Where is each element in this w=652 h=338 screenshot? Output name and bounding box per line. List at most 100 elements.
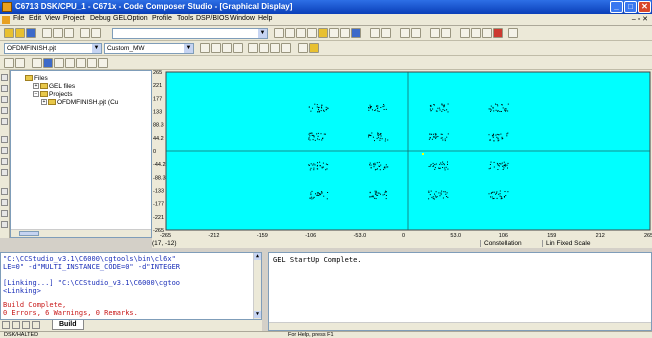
remove-breakpoints-icon[interactable]	[259, 43, 269, 53]
build-vscrollbar[interactable]: ▲ ▼	[253, 253, 261, 319]
run-side-icon[interactable]	[1, 136, 8, 143]
probe-point-icon[interactable]	[270, 43, 280, 53]
menu-project[interactable]: Project	[63, 15, 85, 22]
view-mixed-icon[interactable]	[98, 58, 108, 68]
step-over-side-icon[interactable]	[1, 85, 8, 92]
menu-dspbios[interactable]: DSP/BIOS	[196, 15, 230, 22]
tab-prev-icon[interactable]	[12, 321, 20, 329]
outdent-icon[interactable]	[381, 28, 391, 38]
watch-icon[interactable]	[508, 28, 518, 38]
graph-side-icon[interactable]	[1, 210, 8, 217]
menu-debug[interactable]: Debug	[90, 15, 111, 22]
find-prev-icon[interactable]	[296, 28, 306, 38]
menu-option[interactable]: Option	[127, 15, 148, 22]
register-side-icon[interactable]	[1, 199, 8, 206]
undo-icon[interactable]	[80, 28, 90, 38]
animate-icon[interactable]	[1, 158, 8, 165]
halt-icon[interactable]	[493, 28, 503, 38]
tree-project-file[interactable]: + OFDMFINISH.pjt (Cu	[41, 99, 119, 106]
view-graph-icon[interactable]	[43, 58, 53, 68]
view-stack-icon[interactable]	[76, 58, 86, 68]
find-next-icon[interactable]	[285, 28, 295, 38]
find-in-files-icon[interactable]	[307, 28, 317, 38]
step-icon[interactable]	[460, 28, 470, 38]
stop-build-icon[interactable]	[233, 43, 243, 53]
new-file-icon[interactable]	[4, 28, 14, 38]
incremental-build-icon[interactable]	[211, 43, 221, 53]
document-icon[interactable]	[2, 16, 10, 24]
constellation-plot[interactable]: 265 221 177 133 88.3 44.2 0 -44.2 -88.3 -133 -177 -…	[152, 70, 652, 240]
minimize-button[interactable]: _	[610, 1, 623, 13]
source-mode-icon[interactable]	[441, 28, 451, 38]
tree-root[interactable]: Files	[25, 75, 48, 82]
tab-last-icon[interactable]	[32, 321, 40, 329]
tab-build[interactable]: Build	[52, 320, 84, 330]
profile-clock-icon[interactable]	[309, 43, 319, 53]
prev-bookmark-icon[interactable]	[340, 28, 350, 38]
toggle-breakpoint-icon[interactable]	[248, 43, 258, 53]
comment-icon[interactable]	[400, 28, 410, 38]
reset-icon[interactable]	[1, 169, 8, 176]
find-icon[interactable]	[274, 28, 284, 38]
maximize-button[interactable]: □	[624, 1, 637, 13]
menu-profile[interactable]: Profile	[152, 15, 172, 22]
step-over-icon[interactable]	[471, 28, 481, 38]
step-out-side-icon[interactable]	[1, 96, 8, 103]
pane-splitter[interactable]	[0, 248, 652, 252]
watch-side-icon[interactable]	[1, 221, 8, 228]
halt-side-icon[interactable]	[1, 147, 8, 154]
paste-icon[interactable]	[64, 28, 74, 38]
chevron-down-icon[interactable]: ▼	[258, 29, 267, 38]
tab-first-icon[interactable]	[2, 321, 10, 329]
chevron-down-icon[interactable]: ▼	[184, 44, 193, 53]
view-disassembly-icon[interactable]	[54, 58, 64, 68]
gel-hscrollbar[interactable]	[269, 322, 651, 330]
close-button[interactable]: ✕	[638, 1, 651, 13]
bookmark-icon[interactable]	[318, 28, 328, 38]
menu-help[interactable]: Help	[258, 15, 273, 22]
menu-view[interactable]: View	[45, 15, 61, 22]
run-to-cursor-icon[interactable]	[1, 107, 8, 114]
mdi-controls[interactable]: – ▫ ✕	[631, 16, 648, 23]
memory-side-icon[interactable]	[1, 188, 8, 195]
view-locals-icon[interactable]	[87, 58, 97, 68]
indent-icon[interactable]	[370, 28, 380, 38]
step-out-icon[interactable]	[482, 28, 492, 38]
run-icon[interactable]	[32, 58, 42, 68]
view-watch-icon[interactable]	[65, 58, 75, 68]
menu-tools[interactable]: Tools	[177, 15, 194, 22]
compile-icon[interactable]	[200, 43, 210, 53]
tree-gel-files[interactable]: + GEL files	[33, 83, 76, 90]
scroll-down-icon[interactable]: ▼	[254, 311, 261, 318]
copy-icon[interactable]	[53, 28, 63, 38]
save-icon[interactable]	[26, 28, 36, 38]
menu-edit[interactable]: Edit	[29, 15, 42, 22]
tree-projects[interactable]: − Projects	[33, 91, 73, 98]
menu-file[interactable]: File	[13, 15, 25, 22]
rebuild-all-icon[interactable]	[222, 43, 232, 53]
open-file-icon[interactable]	[15, 28, 25, 38]
chevron-down-icon[interactable]: ▼	[92, 44, 101, 53]
scroll-thumb[interactable]	[19, 231, 39, 236]
set-pc-icon[interactable]	[1, 118, 8, 125]
remove-probe-icon[interactable]	[281, 43, 291, 53]
expand-icon[interactable]: +	[41, 99, 47, 106]
tree-hscrollbar[interactable]	[11, 229, 151, 237]
next-bookmark-icon[interactable]	[329, 28, 339, 38]
menu-gel[interactable]: GEL	[113, 15, 128, 22]
step-into-icon[interactable]	[1, 74, 8, 81]
project-select[interactable]: OFDMFINISH.pjt ▼	[4, 43, 102, 54]
view-memory-icon[interactable]	[4, 58, 14, 68]
config-select[interactable]: Custom_MW ▼	[104, 43, 194, 54]
collapse-icon[interactable]: −	[33, 91, 39, 98]
scroll-up-icon[interactable]: ▲	[254, 253, 261, 260]
menu-window[interactable]: Window	[230, 15, 255, 22]
expand-icon[interactable]: +	[33, 83, 39, 90]
view-registers-icon[interactable]	[15, 58, 25, 68]
redo-icon[interactable]	[91, 28, 101, 38]
find-combo[interactable]: ▼	[112, 28, 268, 39]
cut-icon[interactable]	[42, 28, 52, 38]
tab-next-icon[interactable]	[22, 321, 30, 329]
help-icon[interactable]	[351, 28, 361, 38]
uncomment-icon[interactable]	[411, 28, 421, 38]
